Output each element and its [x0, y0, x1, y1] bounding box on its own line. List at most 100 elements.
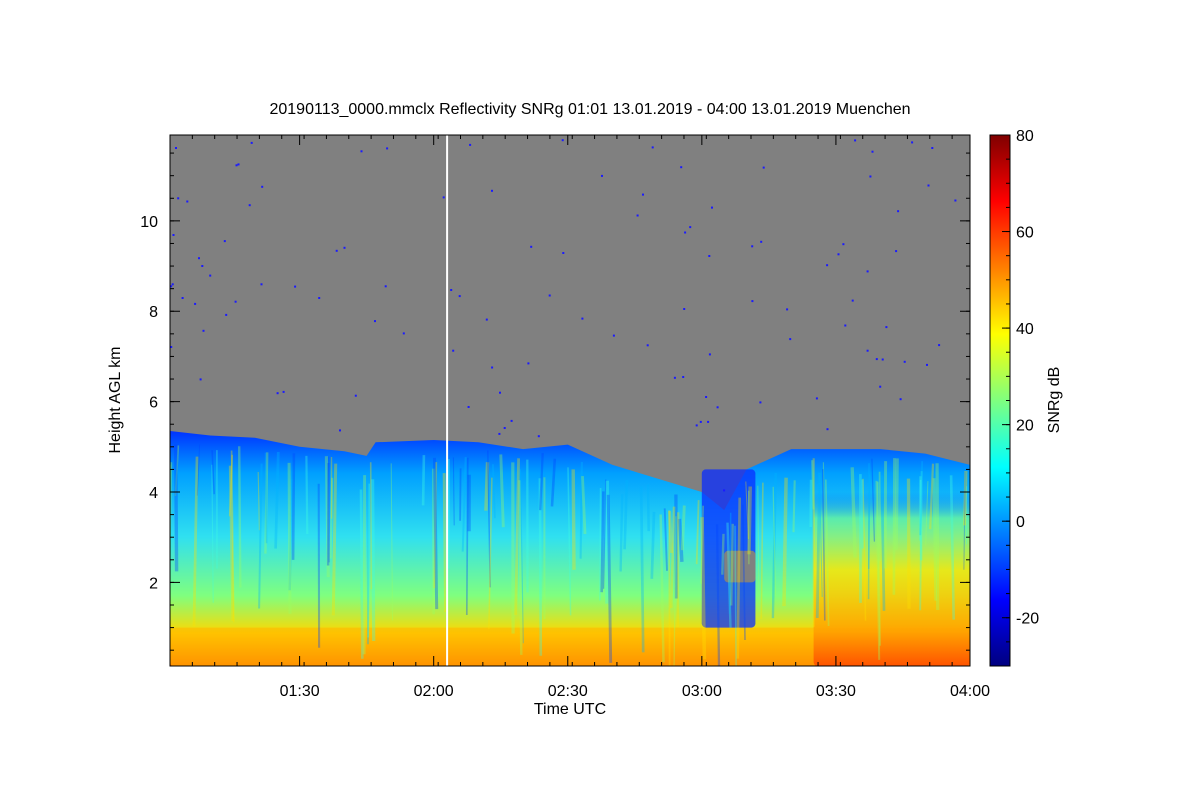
- noise-speckle: [386, 147, 389, 150]
- y-tick-label: 2: [149, 575, 158, 592]
- noise-speckle: [452, 349, 455, 352]
- high-snr-surface-layer: [170, 627, 970, 666]
- noise-speckle: [194, 302, 197, 305]
- fall-streak: [514, 458, 520, 615]
- fall-streak: [519, 469, 524, 644]
- noise-speckle: [318, 297, 321, 299]
- fall-streak: [892, 458, 896, 595]
- fall-streak: [359, 489, 364, 659]
- fall-streak: [906, 478, 911, 609]
- y-axis: 2 4 6 8 10: [140, 152, 970, 651]
- noise-speckle: [695, 424, 698, 427]
- colorbar-tick-label: 80: [1016, 128, 1034, 145]
- noise-speckle: [815, 397, 818, 400]
- noise-speckle: [261, 185, 264, 188]
- fall-streak: [932, 478, 938, 601]
- noise-speckle: [234, 300, 237, 303]
- fall-streak: [605, 480, 610, 604]
- fall-streak: [367, 483, 371, 638]
- noise-speckle: [705, 396, 708, 398]
- fall-streak: [331, 463, 338, 616]
- fall-streak: [257, 471, 260, 531]
- noise-speckle: [499, 391, 501, 394]
- fall-streak: [757, 485, 760, 612]
- noise-speckle: [384, 285, 387, 288]
- noise-speckle: [223, 240, 226, 243]
- noise-speckle: [199, 378, 202, 381]
- fall-streak: [650, 511, 656, 579]
- noise-speckle: [335, 249, 338, 252]
- fall-streak: [669, 506, 676, 609]
- noise-speckle: [537, 435, 540, 438]
- echo-region: [170, 431, 970, 666]
- noise-speckle: [760, 240, 763, 243]
- fall-streak: [488, 477, 493, 630]
- noise-speckle: [282, 390, 285, 393]
- noise-speckle: [866, 270, 869, 273]
- fall-streak: [619, 494, 624, 572]
- fall-streak: [192, 456, 199, 627]
- noise-speckle: [826, 428, 829, 431]
- fall-streak: [567, 467, 572, 616]
- noise-speckle: [527, 362, 530, 365]
- noise-speckle: [612, 334, 615, 337]
- noise-speckle: [170, 285, 173, 288]
- noise-speckle: [548, 294, 551, 297]
- fall-streak: [700, 505, 704, 584]
- noise-speckle: [651, 146, 654, 149]
- noise-speckle: [869, 175, 872, 178]
- fall-streak: [170, 462, 173, 590]
- fall-streak: [949, 475, 955, 620]
- noise-speckle: [360, 150, 363, 153]
- chart-title: 20190113_0000.mmclx Reflectivity SNRg 01…: [269, 101, 910, 118]
- fall-streak: [288, 478, 294, 591]
- fall-streak: [674, 494, 679, 599]
- noise-speckle: [759, 401, 762, 404]
- fall-streak: [663, 508, 668, 571]
- colorbar-tick-label: 20: [1016, 418, 1034, 435]
- fall-streak: [230, 450, 235, 623]
- fall-streak: [606, 494, 613, 663]
- fall-streak: [499, 454, 505, 528]
- noise-speckle: [339, 429, 341, 432]
- noise-speckle: [954, 199, 957, 202]
- fall-streak: [228, 454, 233, 517]
- fall-streak: [452, 457, 455, 526]
- noise-speckle: [581, 317, 584, 320]
- noise-speckle: [646, 344, 649, 347]
- noise-speckle: [374, 320, 376, 323]
- noise-speckle: [879, 385, 882, 388]
- fall-streak: [963, 470, 968, 526]
- fall-streak: [876, 481, 881, 646]
- noise-speckle: [354, 394, 357, 397]
- noise-speckle: [751, 245, 754, 248]
- fall-streak: [581, 476, 587, 535]
- fall-streak: [639, 486, 645, 653]
- fall-streak: [518, 480, 523, 655]
- fall-streak: [811, 460, 815, 510]
- fall-streak: [550, 458, 557, 507]
- noise-speckle: [181, 297, 184, 299]
- y-tick-label: 10: [140, 214, 158, 231]
- noise-speckle: [786, 308, 789, 311]
- colorbar-label: SNRg dB: [1046, 367, 1063, 434]
- fall-streak: [695, 500, 700, 565]
- fall-streak: [367, 480, 370, 645]
- noise-speckle: [467, 406, 470, 408]
- fall-streak: [728, 512, 732, 614]
- noise-speckle: [171, 283, 174, 286]
- fall-streak: [465, 457, 469, 616]
- fall-streak: [421, 455, 426, 506]
- echo-features: [170, 469, 970, 666]
- noise-speckle: [826, 264, 829, 267]
- noise-speckle: [844, 324, 847, 327]
- noise-speckle: [931, 147, 934, 149]
- fall-streak: [963, 471, 966, 570]
- noise-speckle: [708, 353, 711, 356]
- fall-streak: [238, 446, 242, 588]
- fall-streak: [850, 467, 857, 558]
- fall-streak: [603, 479, 607, 589]
- fall-streak: [772, 486, 777, 596]
- noise-speckle: [198, 257, 200, 260]
- noise-speckle: [711, 206, 713, 209]
